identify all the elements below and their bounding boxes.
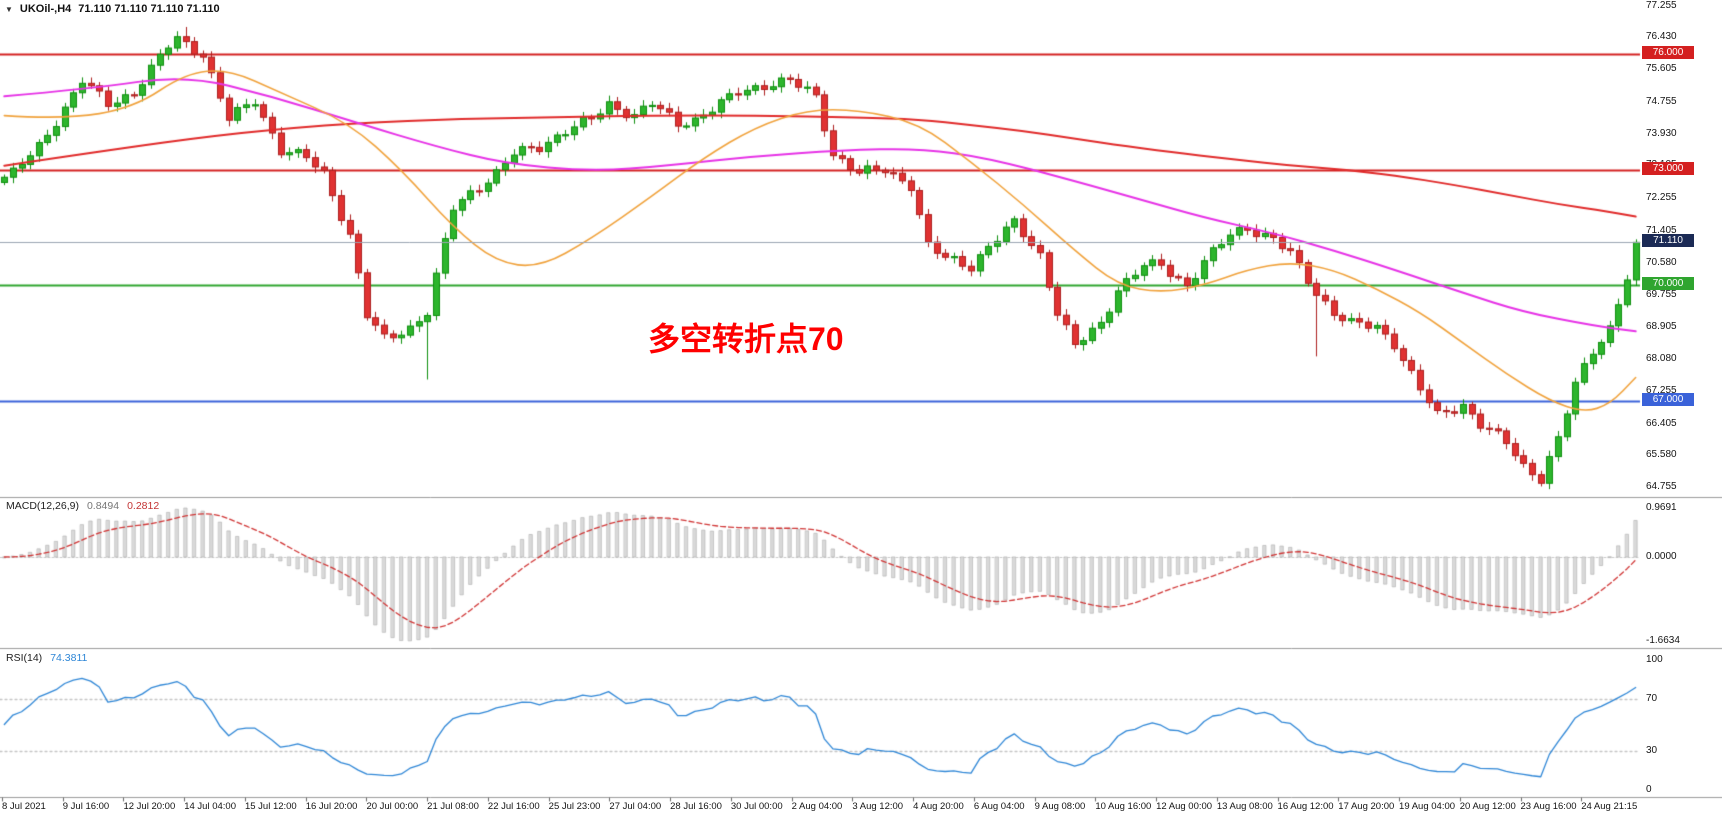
ohlc-values: 71.110 71.110 71.110 71.110 [78, 3, 220, 15]
rsi-value: 74.3811 [50, 652, 88, 664]
macd-name: MACD(12,26,9) [6, 500, 79, 512]
rsi-indicator-label: RSI(14) 74.3811 [6, 652, 87, 664]
macd-signal-value: 0.2812 [127, 500, 160, 512]
rsi-name: RSI(14) [6, 652, 43, 664]
collapse-arrow-icon[interactable]: ▼ [5, 4, 13, 14]
chart-header: ▼ UKOil-,H4 71.110 71.110 71.110 71.110 [5, 3, 220, 15]
chart-annotation-text: 多空转折点70 [648, 321, 844, 357]
symbol-timeframe-label: UKOil-,H4 [19, 3, 72, 15]
macd-indicator-label: MACD(12,26,9) 0.8494 0.2812 [6, 500, 159, 512]
macd-main-value: 0.8494 [86, 500, 120, 512]
